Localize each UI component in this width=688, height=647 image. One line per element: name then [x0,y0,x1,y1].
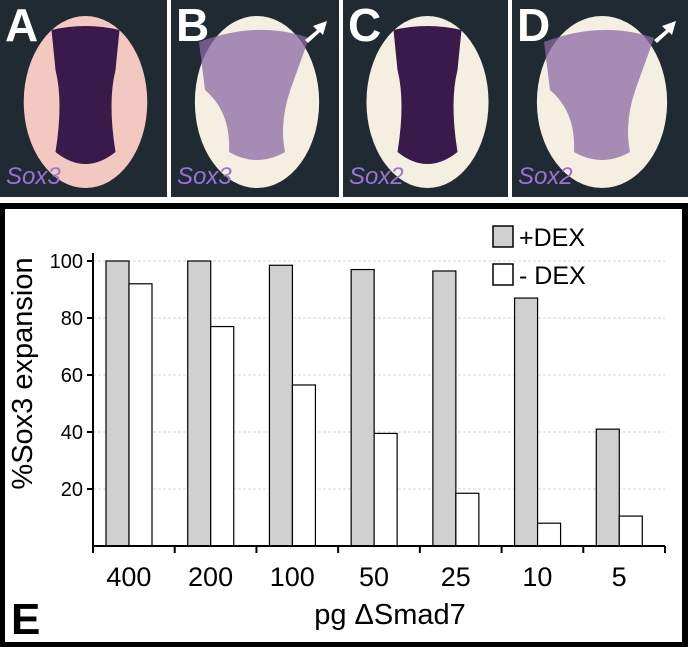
x-tick-label: 400 [106,562,151,592]
x-tick-label: 50 [359,562,389,592]
embryo-image [0,0,167,197]
embryo-panel-d: D Sox2 [512,0,688,197]
x-tick-label: 10 [522,562,552,592]
y-tick-label: 20 [61,479,83,501]
gene-label: Sox2 [518,163,573,190]
gene-label: Sox3 [6,163,61,190]
embryo-panel-a: A Sox3 [0,0,167,197]
bar-chart: 20 40 60 80 100 400 200 100 50 25 10 5 pg ΔSmad7 %Sox… [7,224,666,642]
bar-nodex [373,432,398,547]
x-tick-label: 25 [441,562,471,592]
arrow-icon [654,21,676,43]
y-axis-label: %Sox3 expansion [7,257,39,489]
bar-dex [595,428,620,547]
embryo-image [343,0,508,197]
embryo-image [512,0,688,197]
bar-nodex [455,492,480,547]
chart-area: 20 40 60 80 100 400 200 100 50 25 10 5 pg ΔSmad7 %Sox… [5,209,682,642]
bar-dex [268,264,294,547]
neural-plate-stain [393,26,462,164]
legend-swatch [492,263,514,286]
gene-label: Sox3 [177,163,232,190]
embryo-panel-b: B Sox3 [171,0,339,197]
expanded-stain [199,29,309,161]
bar-nodex [291,384,317,547]
x-tick-label: 5 [612,562,627,592]
panel-letter: B [176,0,210,51]
gene-label: Sox2 [349,163,404,190]
bar-nodex [128,283,153,547]
x-axis-label: pg ΔSmad7 [314,599,466,631]
panel-letter: C [348,0,382,51]
legend-label: +DEX [519,224,585,252]
y-tick-label: 100 [50,251,83,273]
bar-nodex [536,522,562,547]
legend-label: - DEX [519,262,586,290]
bar-dex [513,297,539,547]
chart-frame: 20 40 60 80 100 400 200 100 50 25 10 5 pg ΔSmad7 %Sox… [0,203,688,647]
arrow-icon [305,21,327,43]
embryo-panel-c: C Sox2 [343,0,508,197]
x-tick-label: 200 [188,562,233,592]
y-tick-label: 40 [61,422,83,444]
y-tick-label: 80 [61,308,83,330]
bar-dex [432,270,457,547]
legend-swatch [492,225,514,248]
x-tick-label: 100 [270,562,315,592]
y-tick-label: 60 [61,365,83,387]
bar-nodex [618,515,643,547]
bar-dex [350,268,375,547]
bar-dex [187,260,212,547]
neural-plate-stain [51,26,120,164]
bar-dex [105,260,130,547]
bar-nodex [210,325,235,547]
expanded-stain [544,29,654,161]
panel-letter: A [5,0,39,51]
panel-letter: D [517,0,551,51]
chart-letter: E [11,595,40,642]
embryo-image [171,0,339,197]
